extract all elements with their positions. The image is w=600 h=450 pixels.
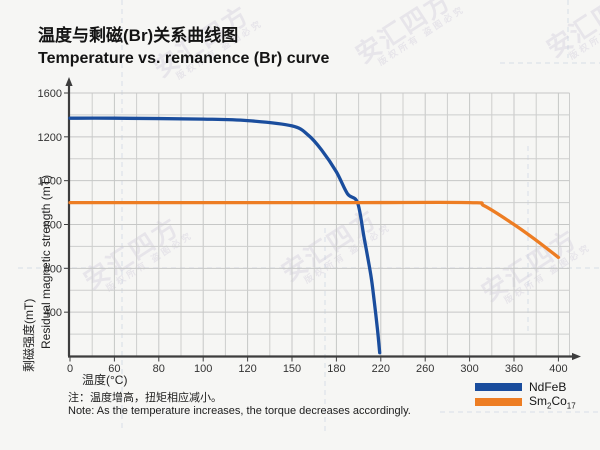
axes (65, 77, 581, 361)
gridlines (70, 92, 570, 356)
x-tick-label: 60 (108, 363, 120, 375)
x-tick-label: 360 (505, 363, 523, 375)
x-tick-label: 180 (327, 363, 345, 375)
tick-labels: 0 60 80 100 120 150 180 220 260 300 360 400 1600 1200… (38, 88, 568, 375)
x-tick-label: 150 (283, 363, 301, 375)
footnote-en: Note: As the temperature increases, the … (68, 404, 411, 417)
x-tick-label: 80 (153, 363, 165, 375)
x-tick-label: 100 (194, 363, 212, 375)
y-tick-label: 600 (44, 263, 62, 275)
page-title-en: Temperature vs. remanence (Br) curve (38, 50, 330, 67)
legend-label-ndfeb: NdFeB (529, 380, 567, 394)
sm2co17-color-swatch (475, 398, 522, 406)
curve-sm2co17 (68, 200, 561, 260)
title-block: 温度与剩磁(Br)关系曲线图 Temperature vs. remanence… (38, 24, 329, 70)
y-tick-label: 400 (44, 307, 62, 319)
x-tick-label: 300 (460, 363, 478, 375)
y-tick-label: 1000 (38, 176, 62, 188)
x-tick-label: 400 (549, 363, 567, 375)
y-tick-label: 1200 (38, 132, 62, 144)
y-tick-label: 1600 (38, 88, 62, 100)
y-axis-title-en: Residual magnetic strength (mT) (39, 175, 53, 349)
y-axis-arrow-icon (65, 77, 73, 86)
y-tick-label: 800 (44, 219, 62, 231)
x-tick-label: 260 (416, 363, 434, 375)
footnote-zh: 注：温度增高，扭矩相应减小。 (68, 392, 222, 404)
y-axis-title-zh: 剩磁强度(mT) (21, 299, 36, 372)
x-tick-label: 0 (67, 363, 73, 375)
legend: NdFeB Sm2Co17 (475, 380, 576, 410)
x-axis-title: 温度(°C) (82, 372, 127, 387)
footnote: 注：温度增高，扭矩相应减小。 Note: As the temperature … (68, 392, 411, 417)
x-tick-label: 220 (372, 363, 390, 375)
legend-label-sm2co17: Sm2Co17 (529, 393, 576, 411)
x-axis-arrow-icon (572, 352, 581, 361)
ndfeb-color-swatch (475, 383, 522, 391)
legend-item-ndfeb: NdFeB (475, 380, 576, 394)
page-title-zh: 温度与剩磁(Br)关系曲线图 (38, 26, 239, 45)
curves (68, 116, 561, 355)
curve-ndfeb (68, 116, 382, 355)
x-tick-label: 120 (238, 363, 256, 375)
legend-item-sm2co17: Sm2Co17 (475, 393, 576, 411)
